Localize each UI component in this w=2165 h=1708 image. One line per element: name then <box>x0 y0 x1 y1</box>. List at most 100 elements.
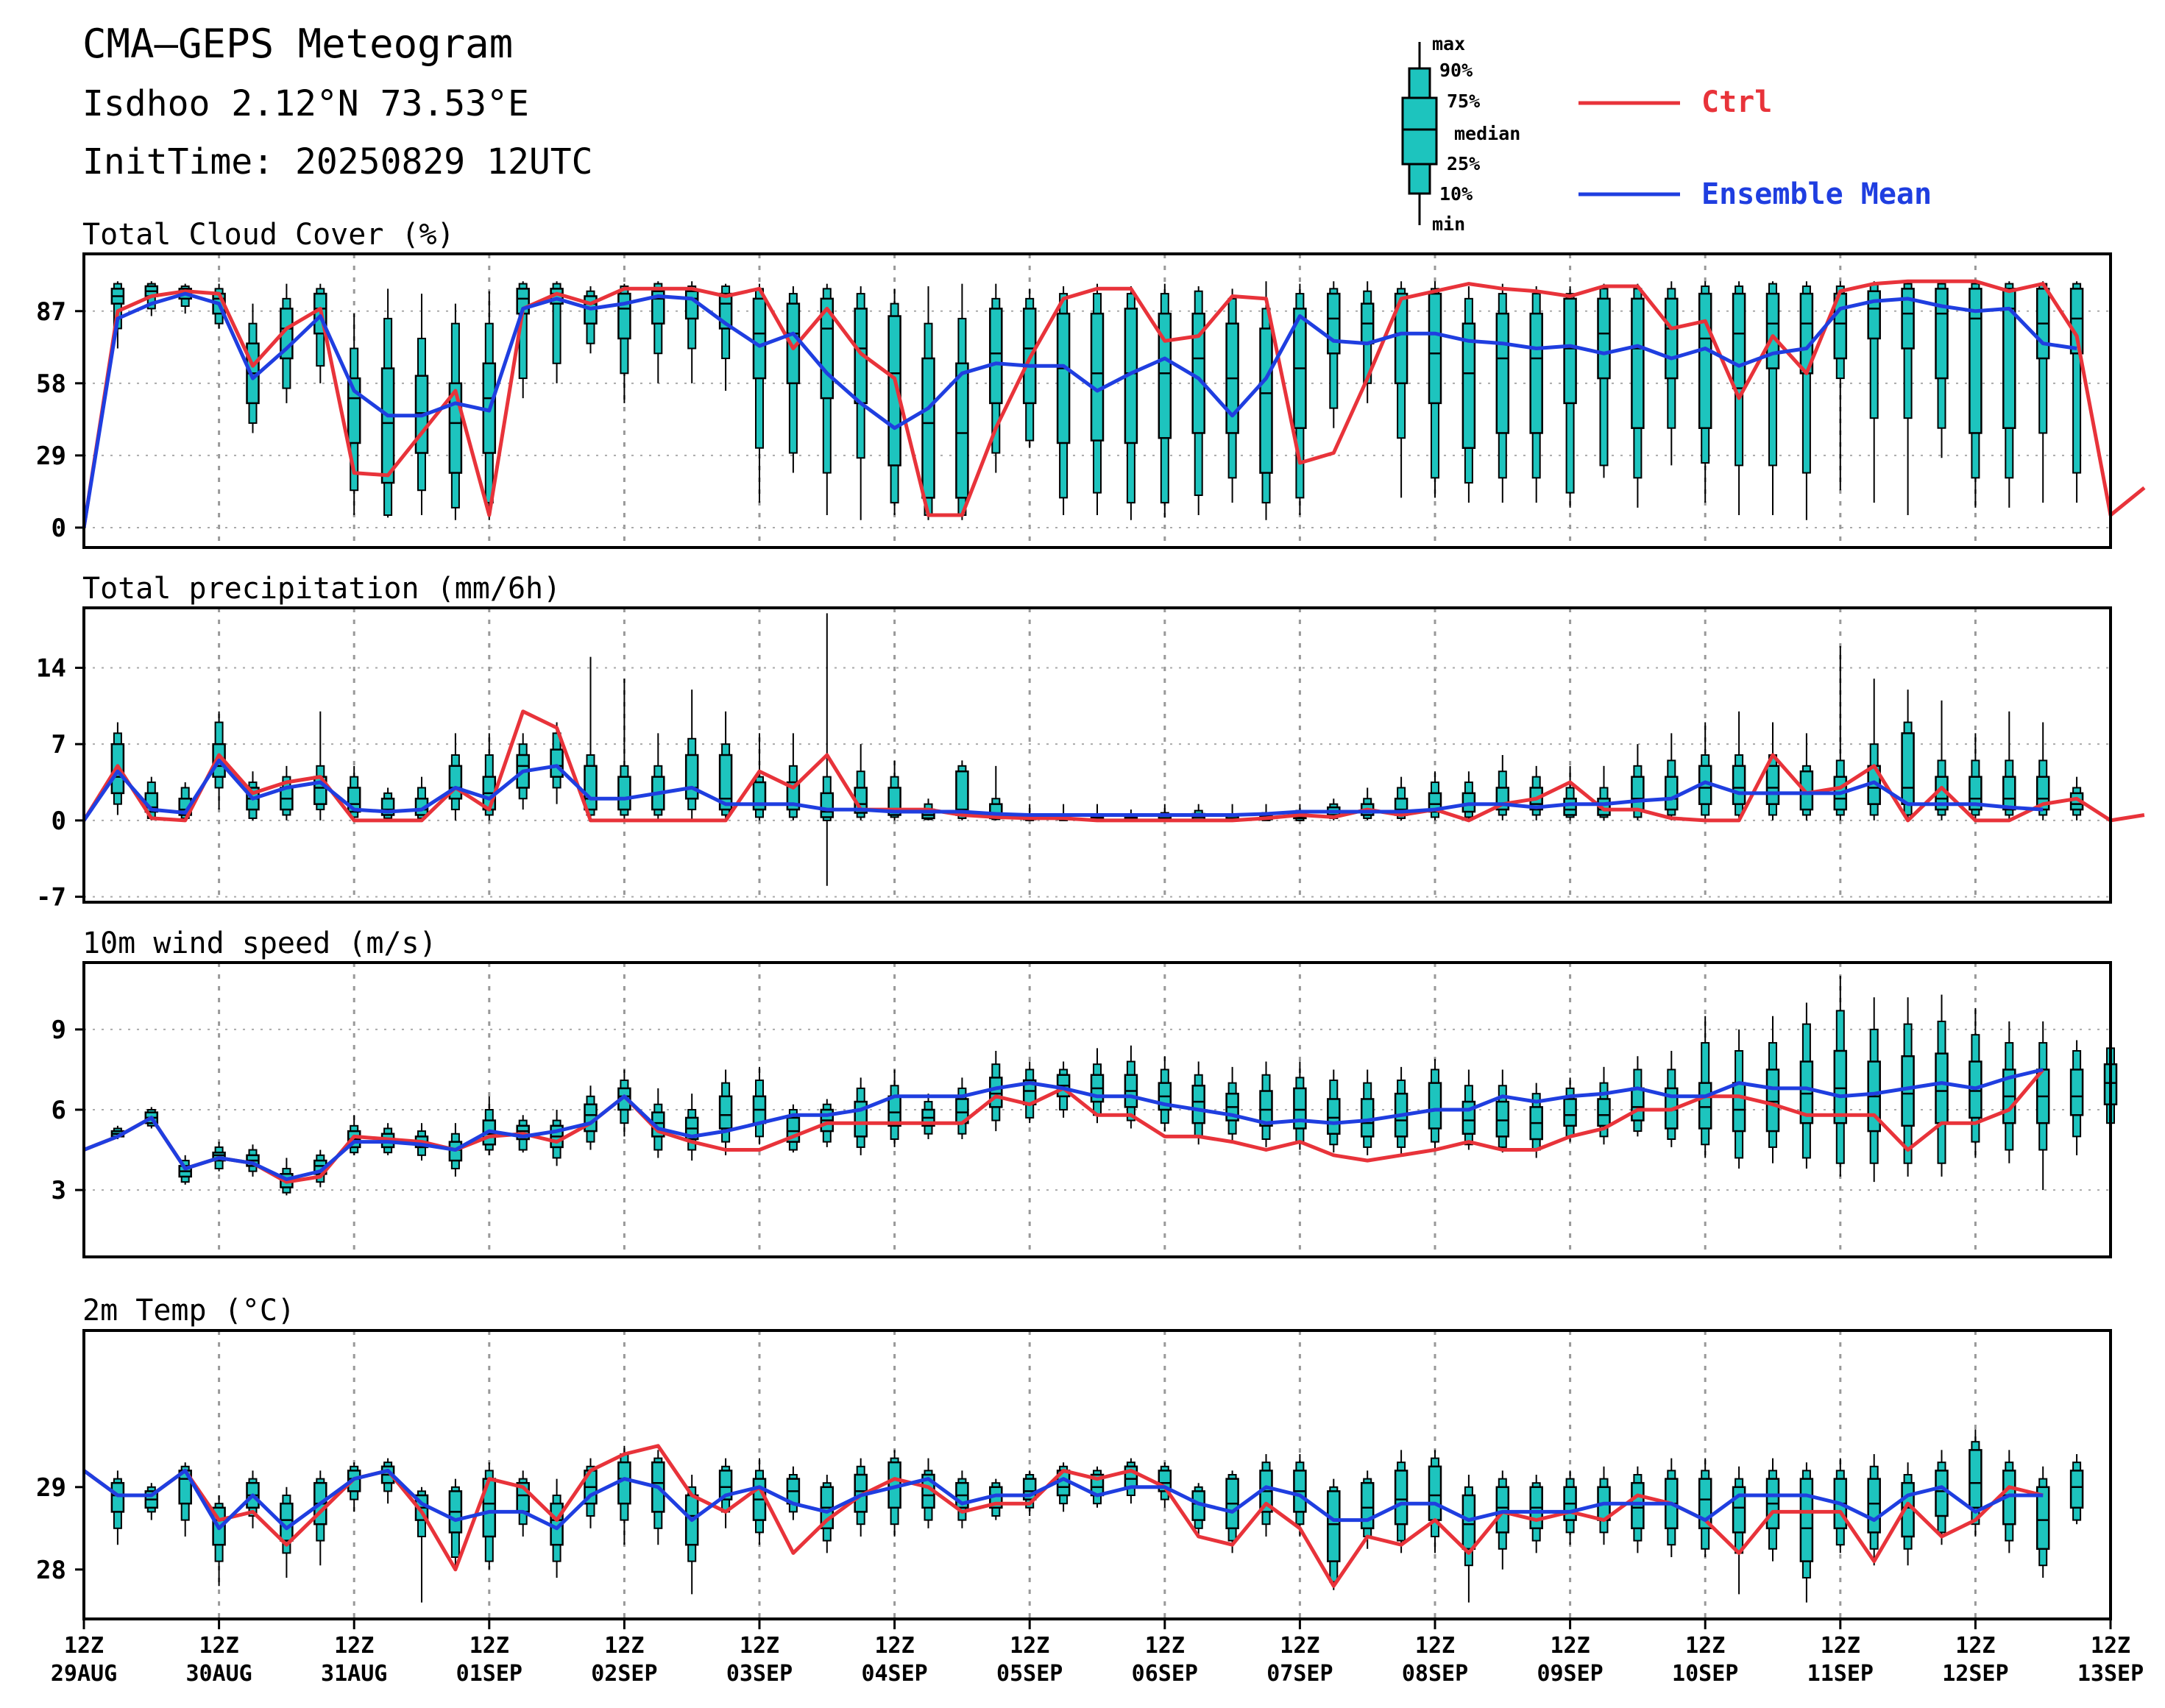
legend-p90-label: 90% <box>1439 60 1473 81</box>
box-inner <box>1495 1100 1510 1138</box>
panel-frame <box>82 1329 2112 1620</box>
x-tick-label-date: 02SEP <box>591 1661 657 1687</box>
box-inner <box>1495 1486 1510 1534</box>
box-inner <box>1293 1087 1307 1130</box>
ctrl-line <box>82 709 2145 823</box>
box-inner <box>1698 292 1712 429</box>
legend-p10-label: 10% <box>1439 183 1473 205</box>
panel-3: 2m Temp (°C) 28 29 <box>36 1294 2112 1620</box>
box-inner <box>2002 288 2016 429</box>
box-inner <box>1631 1481 1645 1530</box>
box-inner <box>617 292 631 340</box>
y-tick-label: 3 <box>52 1176 66 1205</box>
box-inner <box>1665 297 1679 380</box>
box-plots <box>110 1429 2084 1603</box>
box-inner <box>1461 1494 1476 1551</box>
legend-min-label: min <box>1432 213 1465 235</box>
box-inner <box>1631 297 1645 429</box>
x-tick-label-date: 09SEP <box>1537 1661 1603 1687</box>
x-tick-label-hour: 12Z <box>1145 1633 1185 1659</box>
box-inner <box>1327 1490 1341 1562</box>
box-inner <box>1563 297 1577 405</box>
panel-0: Total Cloud Cover (%) 0 29 58 87 <box>36 218 2146 549</box>
legend-mean-label: Ensemble Mean <box>1701 177 1932 211</box>
x-tick-label-date: 06SEP <box>1132 1661 1198 1687</box>
box-inner <box>2069 288 2084 355</box>
legend-ctrl-label: Ctrl <box>1701 85 1772 119</box>
box-inner <box>2002 776 2016 811</box>
box-outer <box>2072 283 2082 474</box>
x-tick-label-date: 13SEP <box>2077 1661 2144 1687</box>
x-tick-label-hour: 12Z <box>1415 1633 1455 1659</box>
box-inner <box>989 1077 1003 1108</box>
box-inner <box>1495 312 1510 434</box>
ctrl-line <box>82 279 2146 528</box>
box-inner <box>1867 1478 1881 1534</box>
x-tick-label-hour: 12Z <box>1010 1633 1049 1659</box>
box-inner <box>1765 1069 1780 1133</box>
x-tick-label-date: 30AUG <box>185 1661 252 1687</box>
box-inner <box>1765 292 1780 369</box>
y-tick-label: 14 <box>36 653 66 683</box>
box-inner <box>1935 288 1949 380</box>
x-tick-label-date: 31AUG <box>321 1661 387 1687</box>
panel-2: 10m wind speed (m/s) 3 6 9 <box>52 926 2118 1258</box>
box-inner <box>617 776 631 811</box>
x-tick-label-hour: 12Z <box>334 1633 374 1659</box>
box-inner <box>1563 1098 1577 1127</box>
box-inner <box>1428 1465 1442 1521</box>
x-tick-label-hour: 12Z <box>64 1633 104 1659</box>
box-inner <box>1259 1090 1273 1127</box>
panel-1: Total precipitation (mm/6h) -7 0 7 14 <box>36 572 2145 913</box>
panel-title: 10m wind speed (m/s) <box>82 926 437 960</box>
box-inner <box>2069 1470 2084 1509</box>
x-tick-label-date: 05SEP <box>996 1661 1063 1687</box>
box-inner <box>1394 292 1409 385</box>
box-inner <box>1732 765 1746 805</box>
box-inner <box>1090 312 1105 442</box>
box-plots <box>110 281 2084 520</box>
box-inner <box>1901 1055 1915 1127</box>
y-tick-label: 28 <box>36 1556 66 1585</box>
legend-box-icon <box>1401 42 1438 225</box>
box-inner <box>1765 765 1780 805</box>
box-inner <box>955 362 969 499</box>
y-tick-label: 6 <box>52 1096 66 1125</box>
box-inner <box>1631 776 1645 811</box>
box-inner <box>1969 776 1982 811</box>
box-inner <box>1969 1449 1982 1509</box>
x-tick-label-hour: 12Z <box>1821 1633 1860 1659</box>
box-inner <box>2035 1486 2050 1551</box>
panel-frame <box>82 252 2112 549</box>
y-tick-label: 9 <box>52 1016 66 1045</box>
box-inner <box>1799 1478 1814 1562</box>
y-tick-label: 87 <box>36 297 66 327</box>
x-tick-label-hour: 12Z <box>1685 1633 1725 1659</box>
legend-p75-label: 75% <box>1447 91 1480 112</box>
x-tick-label-hour: 12Z <box>604 1633 644 1659</box>
x-tick-label-hour: 12Z <box>199 1633 239 1659</box>
legend: max 90% 75% median 25% 10% min Ctrl Ense… <box>1401 33 1932 235</box>
box-inner <box>1327 1098 1341 1135</box>
y-tick-label: 29 <box>36 1473 66 1503</box>
box-inner <box>684 754 699 800</box>
box-inner <box>1259 327 1273 474</box>
box-inner <box>1867 290 1881 340</box>
panel-title: Total precipitation (mm/6h) <box>82 572 561 606</box>
box-plots <box>110 976 2118 1196</box>
y-tick-label: 0 <box>52 514 66 543</box>
box-inner <box>1901 288 1915 350</box>
box-inner <box>1360 1098 1375 1138</box>
y-tick-label: 58 <box>36 369 66 399</box>
box-inner <box>1698 1082 1712 1130</box>
figure-title: CMA—GEPS Meteogram <box>82 21 513 67</box>
panel-title: Total Cloud Cover (%) <box>82 218 455 252</box>
box-inner <box>2069 1069 2084 1116</box>
legend-median-label: median <box>1454 123 1520 144</box>
box-plots <box>110 613 2084 886</box>
y-tick-label: 7 <box>52 730 66 759</box>
box-inner <box>1732 1082 1746 1133</box>
box-inner <box>1056 312 1071 444</box>
x-tick-label-hour: 12Z <box>470 1633 509 1659</box>
